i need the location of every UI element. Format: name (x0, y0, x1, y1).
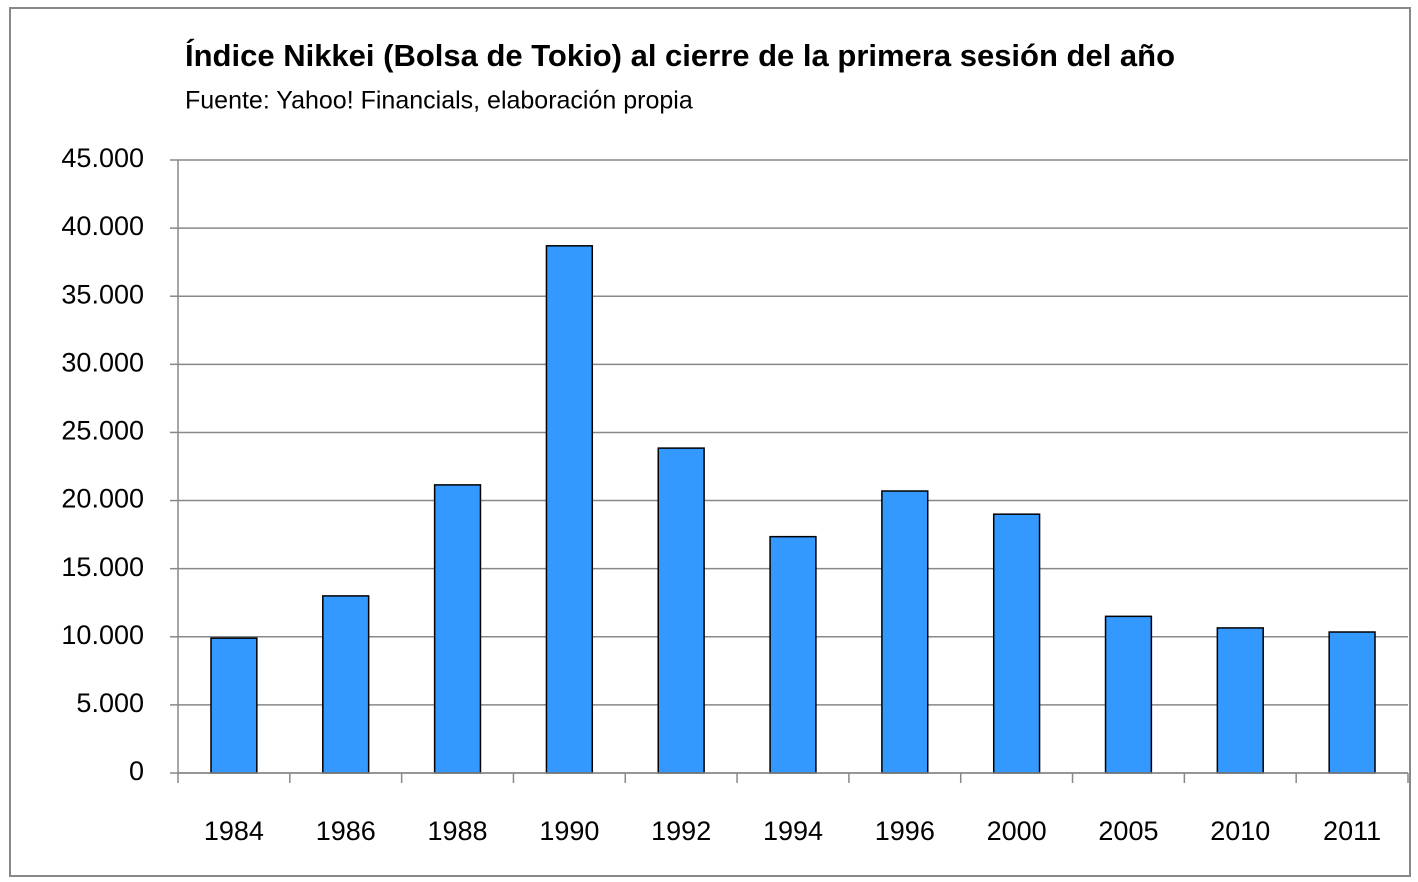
y-tick-label: 30.000 (61, 347, 144, 377)
y-tick-label: 5.000 (76, 688, 144, 718)
bar (1328, 631, 1376, 774)
y-tick-label: 20.000 (61, 484, 144, 514)
bar (657, 447, 705, 774)
x-tick-label: 1990 (539, 816, 599, 846)
x-tick-label: 1994 (763, 816, 823, 846)
bar (210, 637, 258, 774)
bar (545, 245, 594, 774)
x-tick-label: 2000 (987, 816, 1047, 846)
chart-title: Índice Nikkei (Bolsa de Tokio) al cierre… (185, 38, 1175, 73)
y-tick-label: 0 (129, 756, 144, 786)
x-tick-label: 1996 (875, 816, 935, 846)
y-tick-label: 40.000 (61, 211, 144, 241)
x-tick-label: 1984 (204, 816, 264, 846)
x-tick-label: 1986 (316, 816, 376, 846)
bar (433, 484, 482, 774)
y-tick-label: 45.000 (61, 143, 144, 173)
y-tick-label: 10.000 (61, 620, 144, 650)
y-tick-label: 15.000 (61, 552, 144, 582)
x-tick-label: 2005 (1098, 816, 1158, 846)
x-tick-label: 2011 (1323, 816, 1381, 846)
x-tick-label: 1992 (651, 816, 711, 846)
bar (881, 490, 929, 774)
x-tick-label: 1988 (428, 816, 488, 846)
bar (1216, 627, 1264, 774)
chart-subtitle: Fuente: Yahoo! Financials, elaboración p… (185, 87, 693, 115)
bar (992, 513, 1041, 774)
y-tick-label: 35.000 (61, 279, 144, 309)
bar (322, 595, 370, 774)
x-tick-label: 2010 (1210, 816, 1270, 846)
y-tick-label: 25.000 (61, 416, 144, 446)
bar (1104, 615, 1153, 774)
bar (769, 535, 817, 774)
